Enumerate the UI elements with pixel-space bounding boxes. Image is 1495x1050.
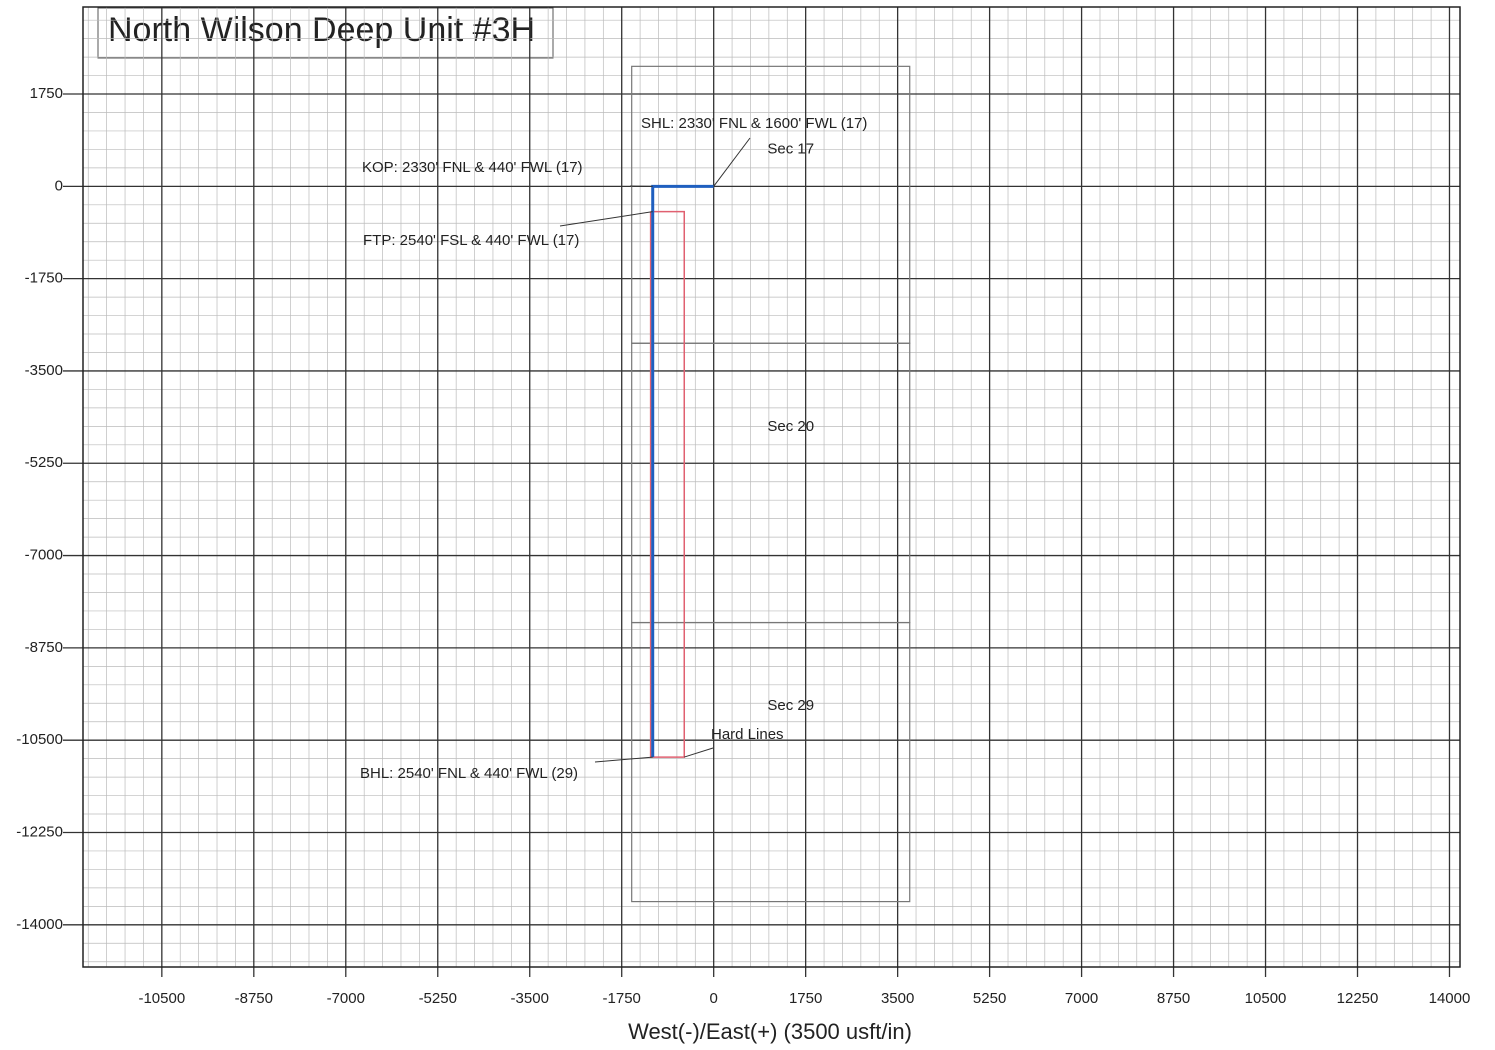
- section-label: Sec 29: [767, 697, 814, 714]
- series-line: [651, 184, 714, 758]
- y-tick-label: 0: [55, 177, 63, 194]
- section-label: Sec 20: [767, 418, 814, 435]
- x-tick-label: -5250: [419, 990, 457, 1007]
- x-tick-label: -10500: [138, 990, 185, 1007]
- x-tick-label: 5250: [973, 990, 1006, 1007]
- y-tick-label: -5250: [25, 454, 63, 471]
- x-tick-label: 7000: [1065, 990, 1098, 1007]
- x-tick-label: 14000: [1429, 990, 1471, 1007]
- section-box: [631, 342, 911, 624]
- annotation: Hard Lines: [711, 726, 784, 743]
- y-tick-label: -14000: [16, 916, 63, 933]
- y-tick-label: -12250: [16, 823, 63, 840]
- x-tick-label: 0: [710, 990, 718, 1007]
- x-tick-label: -7000: [327, 990, 365, 1007]
- section-label: Sec 17: [767, 140, 814, 157]
- y-tick-label: -7000: [25, 547, 63, 564]
- annotation: BHL: 2540' FNL & 440' FWL (29): [360, 765, 578, 782]
- series-line: [649, 210, 686, 758]
- y-tick-label: 1750: [30, 85, 63, 102]
- leader-line: [559, 211, 653, 227]
- chart-title: North Wilson Deep Unit #3H: [108, 11, 535, 49]
- x-tick-label: -1750: [603, 990, 641, 1007]
- section-box: [631, 621, 911, 903]
- x-tick-label: 12250: [1337, 990, 1379, 1007]
- x-tick-label: 10500: [1245, 990, 1287, 1007]
- annotation: KOP: 2330' FNL & 440' FWL (17): [362, 159, 583, 176]
- leader-line: [594, 756, 653, 763]
- plot-frame: [82, 6, 1461, 968]
- y-tick-label: -8750: [25, 639, 63, 656]
- annotation: FTP: 2540' FSL & 440' FWL (17): [363, 232, 579, 249]
- x-axis-label: West(-)/East(+) (3500 usft/in): [628, 1019, 912, 1044]
- title-box: [97, 7, 554, 59]
- y-tick-label: -10500: [16, 731, 63, 748]
- x-tick-label: 1750: [789, 990, 822, 1007]
- y-tick-label: -3500: [25, 362, 63, 379]
- x-tick-label: -3500: [511, 990, 549, 1007]
- x-tick-label: -8750: [235, 990, 273, 1007]
- x-tick-label: 3500: [881, 990, 914, 1007]
- x-tick-label: 8750: [1157, 990, 1190, 1007]
- leader-line: [713, 137, 751, 187]
- y-tick-label: -1750: [25, 270, 63, 287]
- annotation: SHL: 2330' FNL & 1600' FWL (17): [641, 115, 867, 132]
- leader-line: [684, 747, 714, 758]
